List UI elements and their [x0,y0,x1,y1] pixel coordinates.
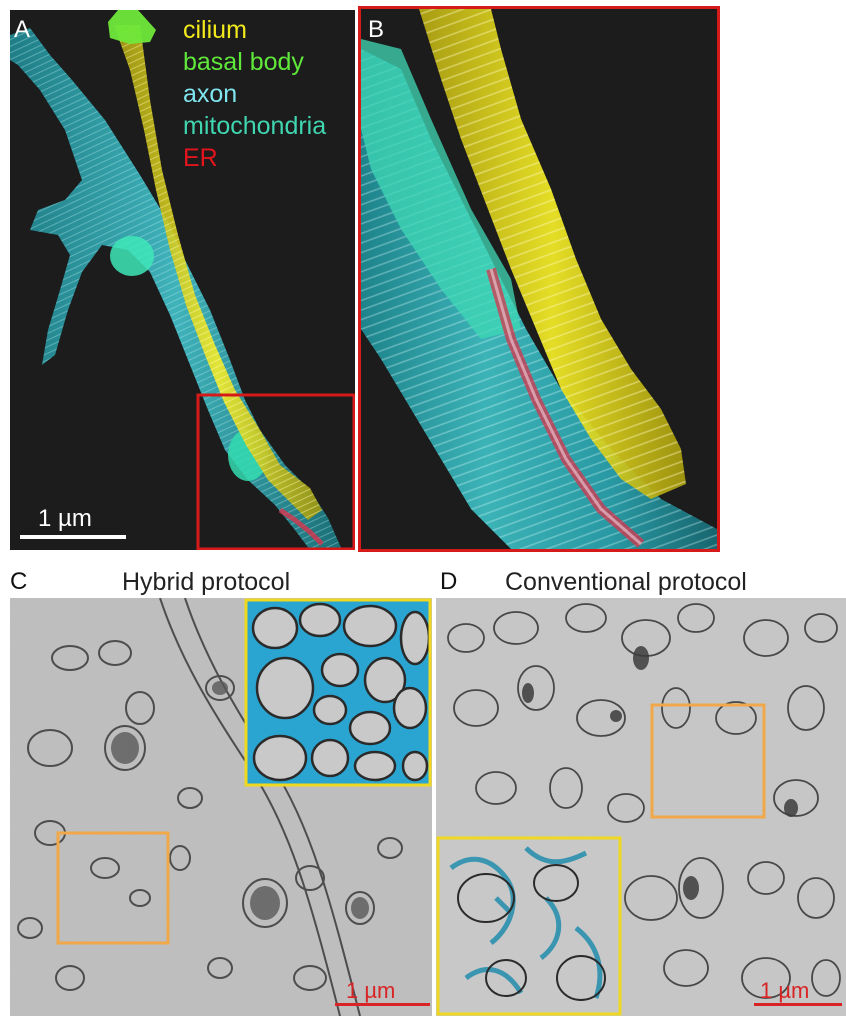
panel-label-b: B [368,16,385,43]
panel-label-c: C [10,568,28,595]
panel-title-d: Conventional protocol [505,568,747,596]
inset-conventional [436,836,622,1016]
legend-item-er: ER [183,144,218,172]
panel-label-d: D [440,568,458,595]
panel-label-a: A [14,16,31,43]
panel-a-3d-reconstruction [10,10,355,550]
legend-item-axon: axon [183,80,238,108]
panel-a-render [10,10,355,550]
scale-label-c: 1 µm [346,978,396,1003]
scale-bar-c [335,1003,430,1006]
panel-d-em-image [436,598,846,1016]
basal-body-shape [108,10,156,44]
scale-label-d: 1 µm [760,978,810,1003]
legend-item-cilium: cilium [183,16,247,44]
mitochondrion-shape [361,39,521,339]
panel-b-zoom-render [358,6,720,552]
legend-item-mitochondria: mitochondria [183,112,327,140]
panel-title-c: Hybrid protocol [122,568,291,596]
legend-item-basal-body: basal body [183,48,304,76]
er-shape [278,507,324,546]
scale-label-a: 1 µm [38,505,92,532]
panel-c-micrograph [10,598,432,1016]
panel-b-render [361,9,717,549]
panel-d-micrograph [436,598,846,1016]
scale-bar-a [20,535,126,539]
scale-bar-d [754,1003,842,1006]
zoom-box-red [196,393,355,550]
zoom-box-orange [56,831,170,945]
inset-hybrid [244,598,432,787]
mitochondrion-shape [110,236,154,276]
panel-c-em-image [10,598,432,1016]
zoom-box-orange [650,703,766,819]
legend: cilium basal body axon mitochondria ER [183,14,326,174]
